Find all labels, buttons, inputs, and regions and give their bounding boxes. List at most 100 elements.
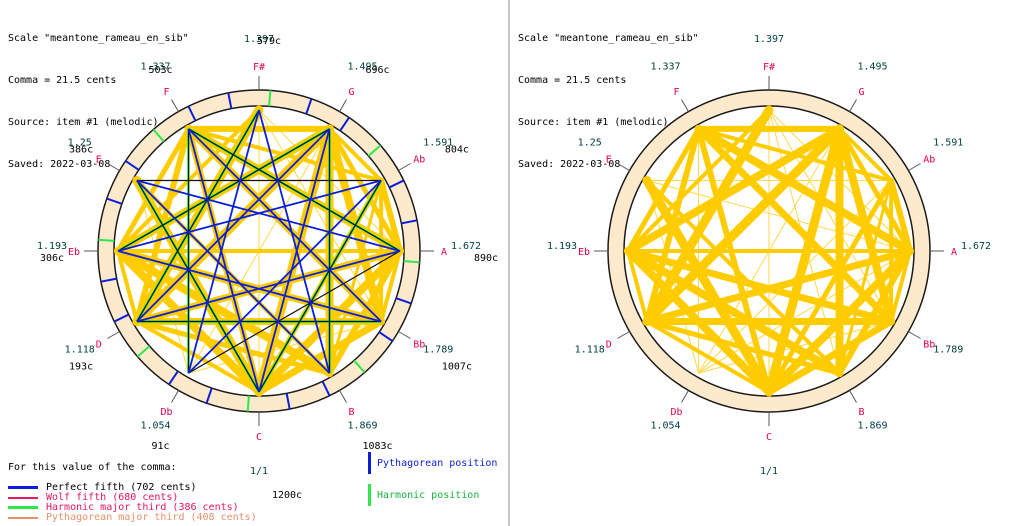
note-ratio: 1.193 [547, 241, 577, 252]
note-name-bb: Bb [413, 340, 425, 351]
interval-edge [626, 108, 771, 253]
note-spoke [849, 99, 857, 112]
legend-label: Wolf fifth (680 cents) [46, 492, 179, 503]
pythagorean-third-edge [136, 109, 260, 322]
position-tick [321, 380, 331, 397]
note-name-g: G [348, 87, 354, 98]
note-spoke [171, 390, 179, 403]
legend-swatch [8, 516, 38, 519]
position-tick [401, 219, 418, 225]
interval-edge [696, 126, 913, 254]
note-cents: 91c [151, 441, 169, 452]
note-cents: 696c [365, 65, 389, 76]
note-name-f: F [673, 87, 679, 98]
interval-edge [838, 179, 893, 375]
pythagorean-third-edge [188, 250, 401, 374]
position-tick [136, 345, 151, 358]
position-tick [106, 197, 123, 205]
interval-edge [837, 126, 913, 254]
source-info: Source: item #1 (melodic) [518, 117, 669, 128]
interval-edge [134, 319, 261, 394]
position-tick [98, 238, 115, 242]
note-spoke [171, 99, 179, 112]
legend-swatch [8, 506, 38, 509]
comma-value: Comma = 21.5 cents [518, 75, 627, 86]
note-ratio: 1.869 [347, 420, 377, 431]
note-cents: 1007c [442, 362, 472, 373]
scale-info: Scale "meantone_rameau_en_sib" Comma = 2… [518, 4, 699, 200]
interval-edge [625, 126, 701, 254]
scale-info: Scale "meantone_rameau_en_sib" Comma = 2… [8, 4, 189, 200]
note-spoke [107, 163, 120, 171]
interval-edge [116, 249, 139, 324]
perfect-fifth-edge [187, 128, 382, 323]
legend-swatch [8, 486, 38, 489]
note-cents: 804c [445, 145, 469, 156]
interval-edge [379, 249, 402, 324]
note-ratio: 1.495 [857, 62, 887, 73]
interval-edge [624, 247, 895, 325]
note-name-e: E [606, 155, 612, 166]
pythagorean-third-edge [117, 128, 330, 252]
note-spoke [617, 331, 630, 339]
position-tick [395, 297, 412, 305]
note-name-db: Db [670, 407, 682, 418]
note-cents: 579c [257, 36, 281, 47]
interval-edge [889, 249, 912, 324]
interval-edge [644, 319, 842, 376]
note-ratio: 1/1 [760, 466, 778, 477]
perfect-fifth-edge [187, 109, 260, 374]
note-name-f: F [163, 87, 169, 98]
note-name-ab: Ab [923, 155, 935, 166]
note-name-eb: Eb [578, 247, 590, 258]
note-name-fsharp: F# [253, 62, 265, 73]
legend-title: For this value of the comma: [8, 462, 177, 473]
interval-edge [644, 319, 771, 394]
pythagorean-third-edge [188, 128, 401, 252]
perfect-fifth-edge [187, 179, 382, 374]
note-cents: 306c [40, 253, 64, 264]
interval-edge [837, 126, 894, 183]
note-ratio: 1.397 [754, 34, 784, 45]
legend-harmonic-third: Harmonic major third (386 cents) [8, 502, 239, 513]
note-ratio: 1.789 [933, 345, 963, 356]
interval-edge [766, 178, 894, 395]
note-ratio: 1.495 [347, 62, 377, 73]
note-spoke [617, 163, 630, 171]
interval-edge [115, 126, 191, 254]
note-ratio: 1/1 [250, 466, 268, 477]
note-name-d: D [96, 340, 102, 351]
perfect-fifth-edge [187, 128, 260, 393]
interval-edge [644, 178, 842, 376]
interval-edge [326, 248, 403, 377]
scale-name: Scale "meantone_rameau_en_sib" [518, 33, 699, 44]
interval-edge [114, 247, 334, 378]
position-tick [227, 92, 233, 109]
interval-edge [625, 125, 843, 254]
comma-value: Comma = 21.5 cents [8, 75, 117, 86]
interval-edge [888, 177, 913, 254]
note-name-fsharp: F# [763, 62, 775, 73]
right-circle-graph: C 1/1 Db 1.054 D1.118 Eb1.193 E 1.25 F 1.337 F# 1.3… [547, 34, 991, 477]
legend-wolf-fifth: Wolf fifth (680 cents) [8, 492, 178, 503]
note-ratio: 1.672 [961, 241, 991, 252]
position-tick [268, 90, 272, 107]
position-tick [152, 128, 165, 143]
position-tick [367, 144, 382, 157]
legend-pythagorean-third: Pythagorean major third (408 cents) [8, 512, 257, 523]
note-cents: 1083c [362, 441, 392, 452]
right-panel: Scale "meantone_rameau_en_sib" Comma = 2… [510, 0, 1024, 526]
perfect-fifth-edge [258, 109, 331, 374]
position-tick [124, 160, 140, 171]
note-ratio: 1.789 [423, 345, 453, 356]
harmonic-position-swatch [368, 484, 371, 506]
note-cents: 890c [474, 253, 498, 264]
harmonic-position-label: Harmonic position [377, 489, 480, 501]
interval-edge [327, 126, 384, 183]
position-tick [305, 98, 313, 115]
interval-edge [642, 105, 774, 326]
source-info: Source: item #1 (melodic) [8, 117, 159, 128]
note-name-b: B [858, 407, 864, 418]
note-spoke [339, 390, 347, 403]
note-ratio: 1.672 [451, 241, 481, 252]
